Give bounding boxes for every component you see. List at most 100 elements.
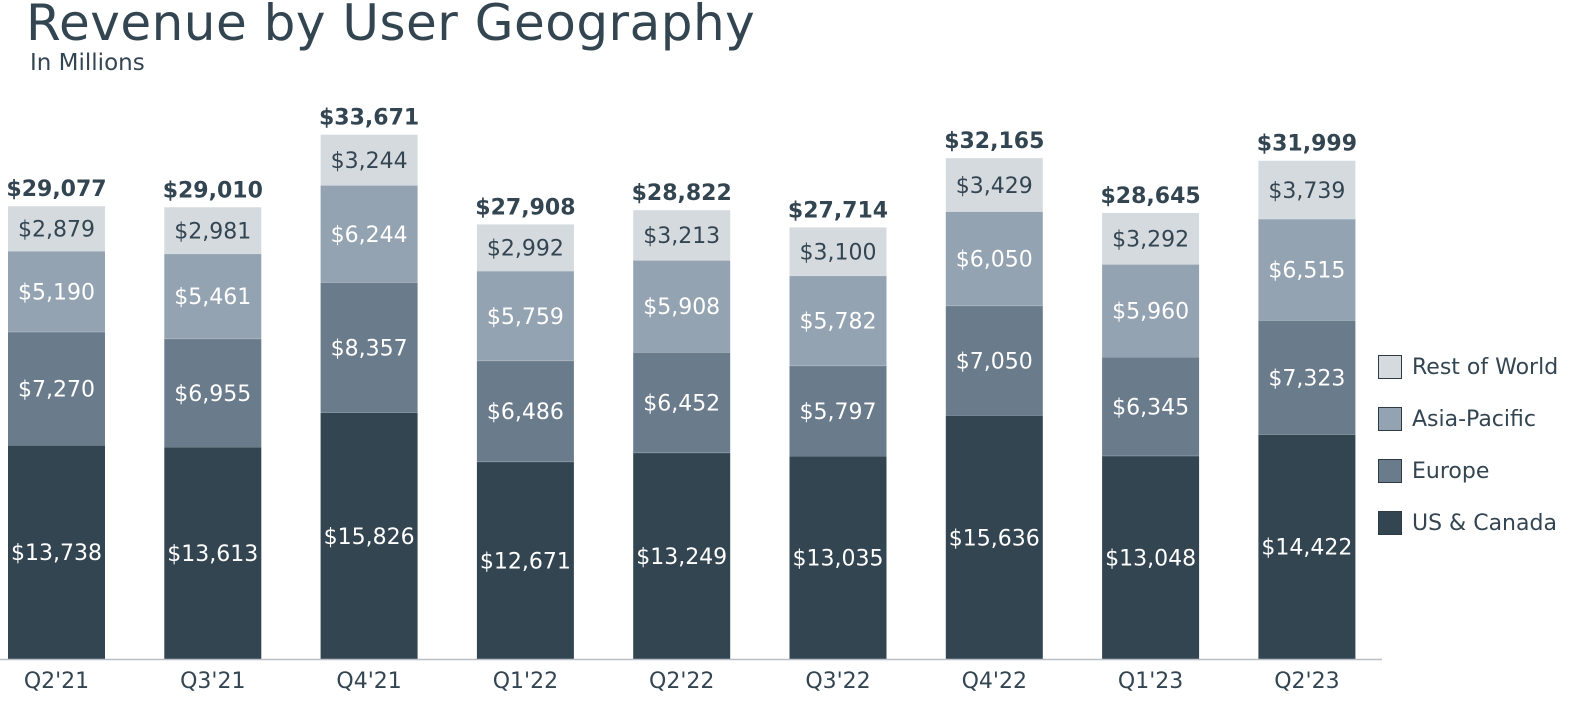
- bar-segment-europe: [789, 365, 887, 457]
- bar-segment-us-canada: [1258, 434, 1356, 659]
- legend-label: Europe: [1412, 458, 1490, 484]
- segment-label: $3,429: [956, 174, 1033, 199]
- segment-label: $5,960: [1112, 300, 1189, 325]
- bar-segment-asia-pacific: [789, 275, 887, 366]
- bar-segment-rest-of-world: [476, 224, 574, 272]
- bar-segment-asia-pacific: [8, 251, 105, 332]
- bar-segment-europe: [1102, 357, 1200, 456]
- x-tick-label: Q4'21: [336, 669, 401, 694]
- segment-label: $5,190: [18, 280, 95, 305]
- total-label: $29,010: [163, 178, 263, 203]
- segment-label: $15,826: [324, 525, 415, 550]
- legend-item-europe[interactable]: Europe: [1378, 458, 1558, 484]
- segment-label: $15,636: [949, 526, 1040, 551]
- bar-segment-rest-of-world: [1258, 160, 1356, 219]
- bar-segment-asia-pacific: [1102, 264, 1200, 358]
- bar-segment-asia-pacific: [476, 271, 574, 361]
- total-label: $31,999: [1257, 132, 1357, 157]
- bar-segment-europe: [8, 331, 105, 446]
- segment-label: $13,738: [11, 541, 102, 566]
- bar-segment-rest-of-world: [1102, 212, 1200, 265]
- total-label: $27,908: [475, 195, 575, 220]
- segment-label: $6,452: [643, 391, 720, 416]
- segment-label: $2,981: [174, 219, 251, 244]
- legend-item-rest-of-world[interactable]: Rest of World: [1378, 354, 1558, 380]
- bar-segment-us-canada: [8, 445, 105, 659]
- legend-label: Asia-Pacific: [1412, 406, 1536, 432]
- bar-segment-europe: [320, 282, 418, 413]
- segment-label: $14,422: [1261, 536, 1352, 561]
- segment-label: $6,050: [956, 248, 1033, 273]
- bar-segment-us-canada: [633, 452, 731, 659]
- total-label: $27,714: [788, 198, 888, 223]
- segment-label: $3,100: [800, 241, 877, 266]
- bar-segment-europe: [1258, 320, 1356, 435]
- x-tick-label: Q1'23: [1118, 669, 1183, 694]
- segment-label: $5,461: [174, 285, 251, 310]
- segment-label: $5,782: [800, 310, 877, 335]
- segment-label: $7,323: [1268, 366, 1345, 391]
- legend-item-asia-pacific[interactable]: Asia-Pacific: [1378, 406, 1558, 432]
- legend-swatch-asia-pacific: [1378, 407, 1402, 431]
- bar-segment-us-canada: [789, 456, 887, 659]
- chart-subtitle: In Millions: [30, 50, 145, 76]
- bar-segment-rest-of-world: [320, 134, 418, 186]
- bar-segment-rest-of-world: [945, 158, 1043, 212]
- segment-label: $3,739: [1268, 179, 1345, 204]
- total-label: $29,077: [6, 177, 106, 202]
- segment-label: $8,357: [331, 337, 408, 362]
- segment-label: $2,879: [18, 218, 95, 243]
- segment-label: $6,486: [487, 400, 564, 425]
- total-label: $28,822: [632, 181, 732, 206]
- segment-label: $6,955: [174, 382, 251, 407]
- bar-segment-us-canada: [945, 415, 1043, 659]
- x-tick-label: Q2'21: [24, 669, 89, 694]
- legend-swatch-us-canada: [1378, 511, 1402, 535]
- segment-label: $13,249: [636, 545, 727, 570]
- bar-segment-us-canada: [164, 447, 262, 659]
- segment-label: $5,908: [643, 295, 720, 320]
- segment-label: $5,797: [800, 400, 877, 425]
- bar-segment-us-canada: [1102, 455, 1200, 659]
- bar-segment-europe: [945, 305, 1043, 416]
- x-tick-label: Q3'21: [180, 669, 245, 694]
- segment-label: $13,035: [793, 547, 884, 572]
- segment-label: $2,992: [487, 237, 564, 262]
- legend-swatch-rest-of-world: [1378, 355, 1402, 379]
- bar-segment-rest-of-world: [8, 206, 105, 252]
- legend-label: Rest of World: [1412, 354, 1559, 380]
- legend-item-us-canada[interactable]: US & Canada: [1378, 510, 1558, 536]
- segment-label: $6,345: [1112, 395, 1189, 420]
- segment-label: $3,292: [1112, 228, 1189, 253]
- legend-label: US & Canada: [1412, 510, 1557, 536]
- x-tick-label: Q2'23: [1274, 669, 1339, 694]
- bar-segment-rest-of-world: [633, 210, 731, 261]
- x-tick-label: Q1'22: [493, 669, 558, 694]
- segment-label: $6,515: [1268, 259, 1345, 284]
- segment-label: $12,671: [480, 549, 571, 574]
- total-label: $28,645: [1100, 184, 1200, 209]
- bar-segment-europe: [476, 360, 574, 462]
- segment-label: $7,270: [18, 377, 95, 402]
- bar-segment-rest-of-world: [164, 207, 262, 254]
- x-tick-label: Q3'22: [805, 669, 870, 694]
- chart-title: Revenue by User Geography: [26, 0, 756, 52]
- bar-segment-asia-pacific: [320, 185, 418, 283]
- bar-segment-us-canada: [476, 461, 574, 659]
- segment-label: $7,050: [956, 350, 1033, 375]
- legend: Rest of World Asia-Pacific Europe US & C…: [1378, 354, 1558, 562]
- bar-segment-rest-of-world: [789, 227, 887, 276]
- x-tick-label: Q2'22: [649, 669, 714, 694]
- total-label: $33,671: [319, 106, 419, 131]
- total-label: $32,165: [944, 129, 1044, 154]
- bar-segment-europe: [633, 352, 731, 453]
- bar-segment-asia-pacific: [1258, 218, 1356, 321]
- segment-label: $13,048: [1105, 546, 1196, 571]
- segment-label: $3,244: [331, 149, 408, 174]
- legend-swatch-europe: [1378, 459, 1402, 483]
- bar-segment-asia-pacific: [633, 260, 731, 353]
- segment-label: $13,613: [167, 542, 258, 567]
- x-tick-label: Q4'22: [962, 669, 1027, 694]
- segment-label: $3,213: [643, 224, 720, 249]
